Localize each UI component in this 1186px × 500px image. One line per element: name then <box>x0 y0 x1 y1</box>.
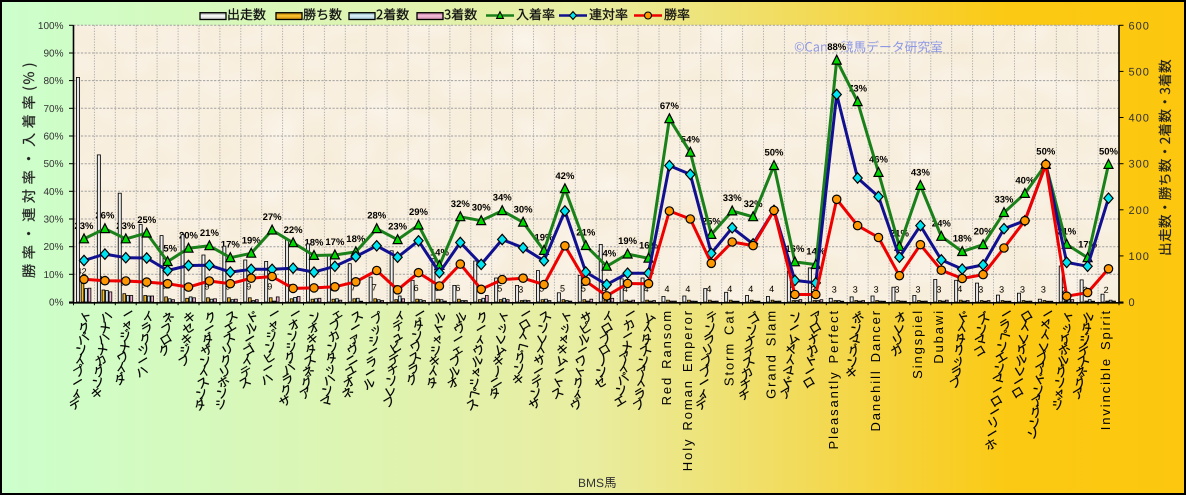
svg-text:Grand Slam: Grand Slam <box>764 309 779 399</box>
svg-text:19%: 19% <box>618 236 638 247</box>
svg-text:9: 9 <box>267 282 272 292</box>
svg-text:4: 4 <box>748 284 753 294</box>
svg-text:5: 5 <box>560 284 565 294</box>
svg-text:300: 300 <box>1129 159 1150 171</box>
svg-text:4: 4 <box>685 284 690 294</box>
svg-text:3: 3 <box>874 284 879 294</box>
svg-text:16%: 16% <box>785 244 805 255</box>
svg-text:7: 7 <box>351 283 356 293</box>
svg-text:5: 5 <box>581 284 586 294</box>
svg-text:3: 3 <box>999 284 1004 294</box>
svg-text:90%: 90% <box>43 49 63 60</box>
svg-text:40%: 40% <box>43 187 63 198</box>
svg-text:29%: 29% <box>409 207 429 218</box>
svg-text:3: 3 <box>811 284 816 294</box>
svg-text:7: 7 <box>372 283 377 293</box>
svg-text:6: 6 <box>414 283 419 293</box>
svg-text:9: 9 <box>204 282 209 292</box>
svg-text:600: 600 <box>1129 20 1150 32</box>
svg-text:BMS: BMS <box>578 476 604 490</box>
svg-text:18%: 18% <box>346 234 366 245</box>
svg-text:100: 100 <box>1129 251 1150 263</box>
svg-text:100%: 100% <box>38 21 64 32</box>
svg-text:50%: 50% <box>43 159 63 170</box>
svg-text:17%: 17% <box>325 237 345 248</box>
svg-text:3: 3 <box>978 284 983 294</box>
svg-text:50%: 50% <box>1099 147 1119 158</box>
svg-text:Storm Cat: Storm Cat <box>722 309 737 386</box>
svg-text:80%: 80% <box>43 76 63 87</box>
svg-text:3: 3 <box>894 284 899 294</box>
svg-text:3: 3 <box>832 284 837 294</box>
svg-text:3: 3 <box>1041 284 1046 294</box>
svg-text:30%: 30% <box>472 203 492 214</box>
svg-text:3: 3 <box>1020 284 1025 294</box>
svg-text:50%: 50% <box>1036 147 1056 158</box>
svg-text:0: 0 <box>1129 297 1136 309</box>
svg-text:500: 500 <box>1129 66 1150 78</box>
svg-text:4: 4 <box>957 284 962 294</box>
svg-text:27%: 27% <box>263 212 283 223</box>
svg-text:42%: 42% <box>555 171 575 182</box>
svg-text:Invincible Spirit: Invincible Spirit <box>1098 309 1113 430</box>
svg-text:Danehill Dancer: Danehill Dancer <box>868 309 883 432</box>
svg-text:2: 2 <box>1104 285 1109 295</box>
svg-text:60%: 60% <box>43 132 63 143</box>
svg-text:Holy Roman Emperor: Holy Roman Emperor <box>680 309 695 471</box>
svg-text:50%: 50% <box>764 148 784 159</box>
svg-text:3: 3 <box>936 284 941 294</box>
svg-text:30%: 30% <box>514 204 534 215</box>
svg-text:22%: 22% <box>284 225 304 236</box>
svg-text:3: 3 <box>853 284 858 294</box>
svg-text:0%: 0% <box>49 298 64 309</box>
svg-text:23%: 23% <box>388 222 408 233</box>
svg-text:400: 400 <box>1129 113 1150 125</box>
svg-text:10%: 10% <box>43 270 63 281</box>
svg-text:34%: 34% <box>493 193 513 204</box>
svg-text:200: 200 <box>1129 205 1150 217</box>
svg-text:18%: 18% <box>953 234 973 245</box>
svg-text:46%: 46% <box>869 155 889 166</box>
svg-text:88%: 88% <box>827 42 847 53</box>
svg-text:20%: 20% <box>43 242 63 253</box>
svg-text:3: 3 <box>518 284 523 294</box>
svg-text:4: 4 <box>664 284 669 294</box>
svg-text:4: 4 <box>706 284 711 294</box>
svg-text:4: 4 <box>602 284 607 294</box>
svg-text:4: 4 <box>644 284 649 294</box>
svg-text:70%: 70% <box>43 104 63 115</box>
svg-text:4: 4 <box>623 284 628 294</box>
svg-text:33%: 33% <box>723 193 743 204</box>
svg-text:Singspiel: Singspiel <box>910 309 925 379</box>
svg-text:32%: 32% <box>451 199 471 210</box>
svg-text:67%: 67% <box>660 101 680 112</box>
svg-text:4: 4 <box>769 284 774 294</box>
svg-text:30%: 30% <box>43 215 63 226</box>
svg-text:3: 3 <box>915 284 920 294</box>
svg-text:9: 9 <box>246 282 251 292</box>
svg-text:4: 4 <box>727 284 732 294</box>
svg-text:Dubawi: Dubawi <box>931 309 946 364</box>
svg-text:Pleasantly Perfect: Pleasantly Perfect <box>826 309 841 449</box>
svg-text:6: 6 <box>455 283 460 293</box>
svg-text:5: 5 <box>497 284 502 294</box>
svg-text:19%: 19% <box>242 235 262 246</box>
svg-text:28%: 28% <box>367 211 387 222</box>
svg-text:21%: 21% <box>200 228 220 239</box>
svg-text:Red Ransom: Red Ransom <box>659 309 674 405</box>
svg-text:33%: 33% <box>994 195 1014 206</box>
svg-text:43%: 43% <box>911 168 931 179</box>
svg-text:25%: 25% <box>137 215 157 226</box>
